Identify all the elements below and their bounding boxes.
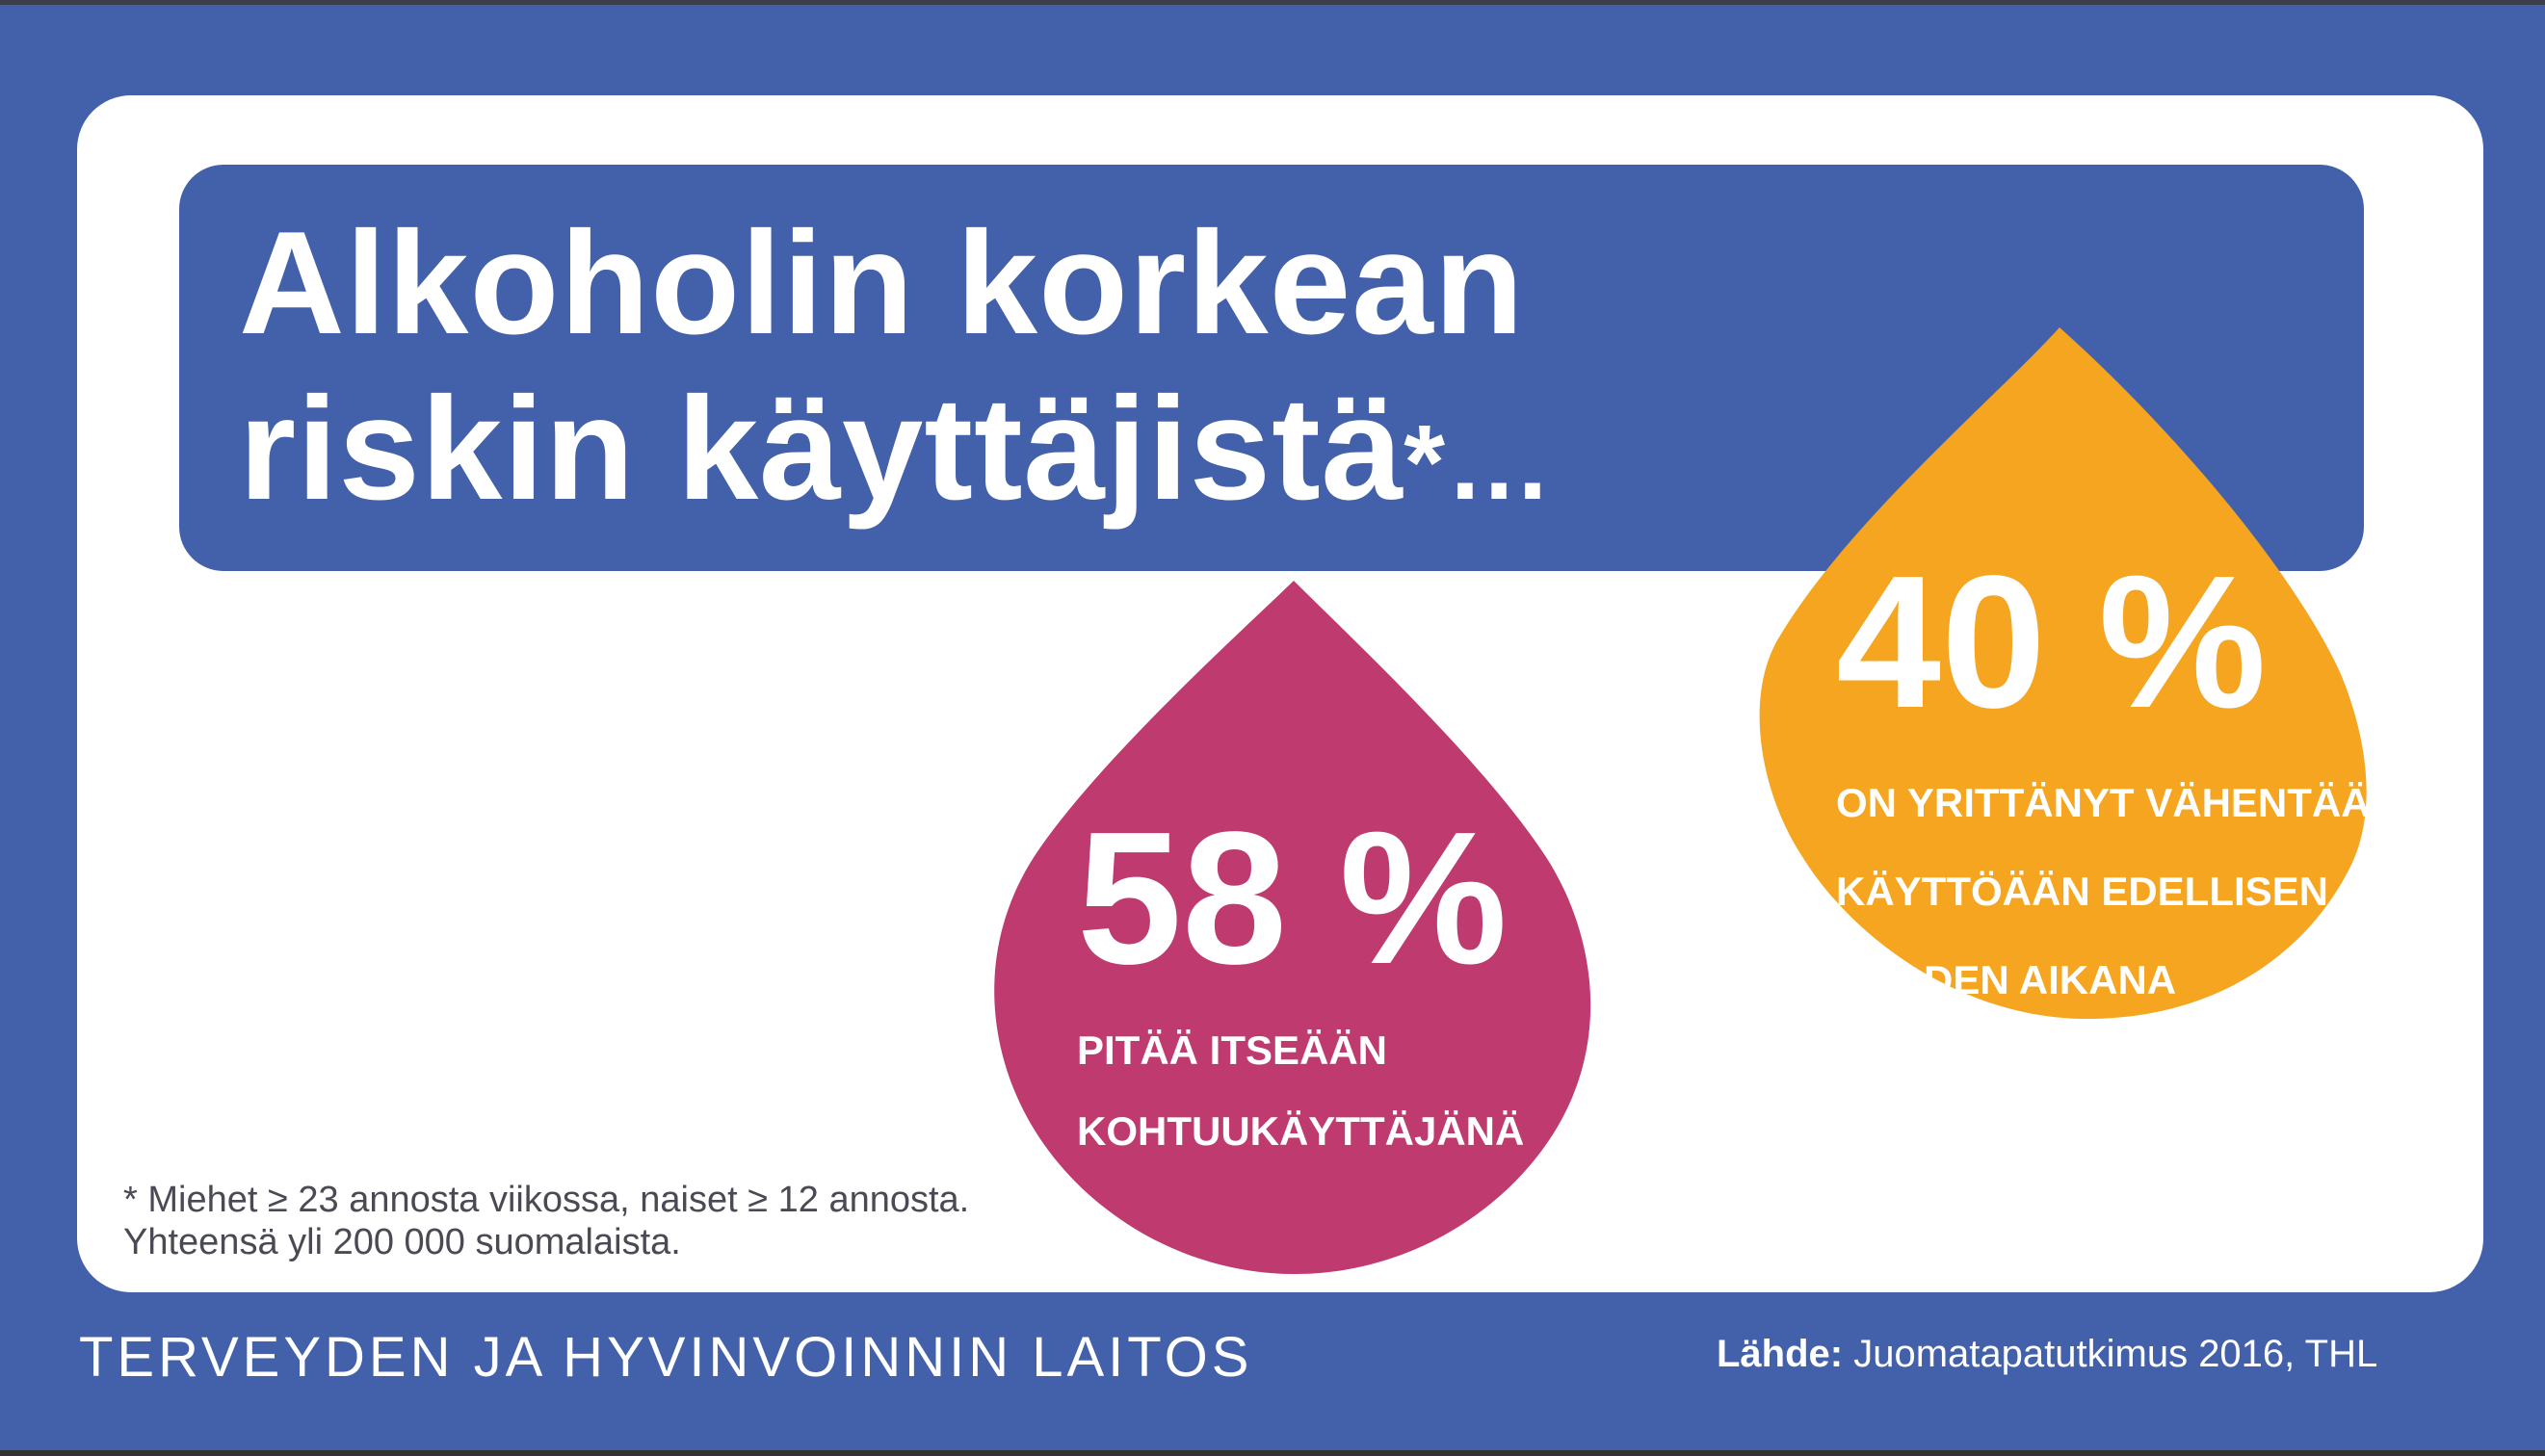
stat-40-value: 40 % bbox=[1836, 536, 2267, 747]
footnote: * Miehet ≥ 23 annosta viikossa, naiset ≥… bbox=[123, 1179, 969, 1263]
footnote-line-2: Yhteensä yli 200 000 suomalaista. bbox=[123, 1222, 681, 1262]
stat-40-label-line-3: VUODEN AIKANA bbox=[1836, 957, 2177, 1002]
source-text: Juomatapatutkimus 2016, THL bbox=[1843, 1333, 2378, 1375]
stat-40-label-line-2: KÄYTTÖÄÄN EDELLISEN bbox=[1836, 869, 2329, 914]
source-credit: Lähde: Juomatapatutkimus 2016, THL bbox=[1717, 1333, 2377, 1376]
headline-line-2-text: riskin käyttäjistä bbox=[239, 367, 1404, 531]
stat-40-label-line-1: ON YRITTÄNYT VÄHENTÄÄ bbox=[1836, 780, 2371, 825]
stat-58-value: 58 % bbox=[1077, 793, 1508, 1003]
headline: Alkoholin korkean riskin käyttäjistä*… bbox=[239, 200, 1553, 546]
footnote-line-1: * Miehet ≥ 23 annosta viikossa, naiset ≥… bbox=[123, 1180, 970, 1220]
pink-drop-shape bbox=[994, 581, 1591, 1275]
stat-58-label-line-2: KOHTUUKÄYTTÄJÄNÄ bbox=[1077, 1108, 1525, 1154]
bottom-border bbox=[0, 1450, 2545, 1456]
top-border bbox=[0, 0, 2545, 5]
stat-58-percent: 58 % PITÄÄ ITSEÄÄN KOHTUUKÄYTTÄJÄNÄ bbox=[1077, 797, 1524, 1161]
source-label: Lähde: bbox=[1717, 1333, 1844, 1375]
organization-name: TERVEYDEN JA HYVINVOINNIN LAITOS bbox=[79, 1326, 1253, 1389]
stat-40-percent: 40 % ON YRITTÄNYT VÄHENTÄÄ KÄYTTÖÄÄN EDE… bbox=[1836, 541, 2371, 1009]
stat-58-label-line-1: PITÄÄ ITSEÄÄN bbox=[1077, 1027, 1388, 1073]
headline-marker: *… bbox=[1404, 403, 1554, 522]
orange-drop-shape bbox=[1759, 327, 2367, 1020]
headline-line-2: riskin käyttäjistä*… bbox=[239, 366, 1553, 546]
headline-line-1: Alkoholin korkean bbox=[239, 201, 1525, 365]
